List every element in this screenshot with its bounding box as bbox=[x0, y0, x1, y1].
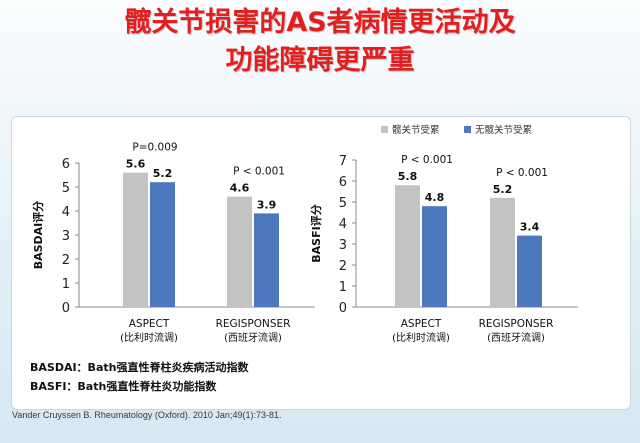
p-value-0-0: P=0.009 bbox=[132, 142, 177, 154]
category-sublabel-1-1: (西班牙流调) bbox=[487, 331, 545, 344]
bar-0-0-1 bbox=[150, 182, 175, 307]
value-label-0-1-0: 4.6 bbox=[230, 182, 250, 195]
bar-0-1-1 bbox=[254, 213, 279, 307]
y-tick-label-0-3: 3 bbox=[62, 229, 70, 244]
page-title-line1: 髋关节损害的AS者病情更活动及 bbox=[124, 7, 516, 38]
y-axis-label-1: BASFI评分 bbox=[309, 204, 323, 262]
y-tick-label-0-4: 4 bbox=[62, 205, 70, 220]
y-tick-label-1-3: 3 bbox=[339, 238, 347, 253]
y-tick-label-0-0: 0 bbox=[62, 301, 70, 316]
value-label-1-0-1: 4.8 bbox=[425, 191, 445, 204]
note-basfi: BASFI：Bath强直性脊柱炎功能指数 bbox=[30, 380, 217, 393]
y-tick-label-1-0: 0 bbox=[339, 301, 347, 316]
y-tick-label-1-6: 6 bbox=[339, 175, 347, 190]
p-value-0-1: P < 0.001 bbox=[233, 166, 285, 178]
value-label-0-1-1: 3.9 bbox=[257, 198, 277, 211]
bar-0-1-0 bbox=[227, 196, 252, 307]
p-value-1-0: P < 0.001 bbox=[401, 154, 453, 166]
category-label-0-1: REGISPONSER bbox=[216, 318, 291, 330]
page-title-line2: 功能障碍更严重 bbox=[225, 45, 415, 76]
category-label-0-0: ASPECT bbox=[129, 318, 170, 330]
y-tick-label-0-5: 5 bbox=[62, 181, 70, 196]
value-label-1-1-0: 5.2 bbox=[493, 183, 513, 196]
y-tick-label-0-1: 1 bbox=[62, 277, 70, 292]
value-label-0-0-1: 5.2 bbox=[153, 167, 173, 180]
y-axis-label-0: BASDAI评分 bbox=[31, 201, 45, 270]
p-value-1-1: P < 0.001 bbox=[496, 167, 548, 179]
bar-1-0-1 bbox=[422, 206, 447, 307]
value-label-1-0-0: 5.8 bbox=[398, 170, 418, 183]
value-label-1-1-1: 3.4 bbox=[520, 221, 540, 234]
legend-label-no-hip: 无髋关节受累 bbox=[475, 124, 532, 136]
y-tick-label-0-6: 6 bbox=[62, 157, 70, 172]
category-sublabel-0-1: (西班牙流调) bbox=[224, 331, 282, 344]
note-basdai: BASDAI：Bath强直性脊柱炎疾病活动指数 bbox=[30, 361, 249, 374]
bar-1-1-0 bbox=[490, 197, 515, 307]
category-sublabel-1-0: (比利时流调) bbox=[392, 331, 450, 344]
bar-0-0-0 bbox=[123, 172, 148, 307]
y-tick-label-1-2: 2 bbox=[339, 259, 347, 274]
category-sublabel-0-0: (比利时流调) bbox=[120, 331, 178, 344]
y-tick-label-1-1: 1 bbox=[339, 280, 347, 295]
y-tick-label-1-7: 7 bbox=[339, 154, 347, 169]
legend-label-hip: 髋关节受累 bbox=[392, 124, 440, 136]
citation: Vander Cruyssen B. Rheumatology (Oxford)… bbox=[12, 410, 282, 420]
y-tick-label-1-4: 4 bbox=[339, 217, 347, 232]
legend-swatch-no-hip bbox=[464, 126, 471, 133]
category-label-1-1: REGISPONSER bbox=[479, 318, 554, 330]
value-label-0-0-0: 5.6 bbox=[126, 158, 146, 171]
legend-swatch-hip bbox=[381, 126, 388, 133]
bar-1-1-1 bbox=[517, 235, 542, 307]
y-tick-label-0-2: 2 bbox=[62, 253, 70, 268]
bar-1-0-0 bbox=[395, 185, 420, 307]
category-label-1-0: ASPECT bbox=[401, 318, 442, 330]
y-tick-label-1-5: 5 bbox=[339, 196, 347, 211]
